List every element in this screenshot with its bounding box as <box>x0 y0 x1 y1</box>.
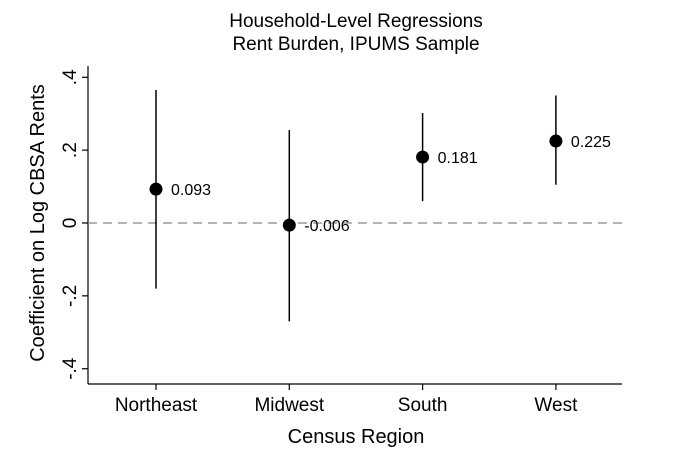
y-tick-label: -.4 <box>60 357 81 380</box>
x-tick-label: Midwest <box>254 395 324 416</box>
y-tick-label: -.2 <box>60 285 81 307</box>
chart-subtitle: Rent Burden, IPUMS Sample <box>232 34 479 55</box>
data-label: -0.006 <box>304 218 349 235</box>
data-point <box>549 134 563 148</box>
y-axis-label: Coefficient on Log CBSA Rents <box>27 84 49 362</box>
data-label: 0.225 <box>571 134 611 151</box>
y-tick-label: .2 <box>60 142 81 158</box>
x-tick-label: West <box>534 395 578 416</box>
x-axis-label: Census Region <box>288 426 425 448</box>
data-label: 0.181 <box>438 150 478 167</box>
x-tick-label: South <box>398 395 448 416</box>
y-tick-label: 0 <box>60 218 81 229</box>
data-point <box>416 150 430 164</box>
plot-area: -.4 -.2 0 .2 .4 Northeast Midwest South West 0.09… <box>60 66 622 416</box>
chart-title: Household-Level Regressions <box>229 11 482 32</box>
x-tick-label: Northeast <box>115 395 198 416</box>
y-tick-label: .4 <box>60 69 81 85</box>
data-point <box>282 218 296 232</box>
data-label: 0.093 <box>171 182 211 199</box>
data-point <box>149 182 163 196</box>
